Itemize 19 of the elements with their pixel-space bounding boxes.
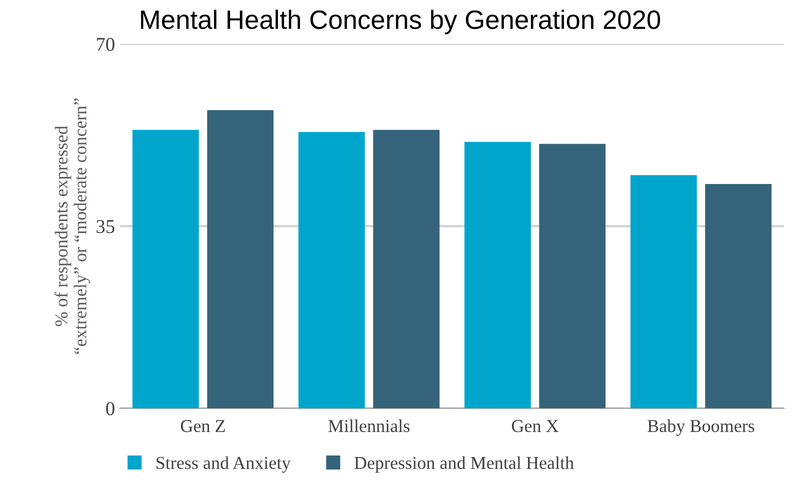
bar: [298, 132, 365, 408]
legend-label: Stress and Anxiety: [156, 456, 291, 473]
bar: [539, 144, 606, 408]
bar: [630, 175, 697, 408]
chart-title: Mental Health Concerns by Generation 2020: [141, 10, 660, 34]
y-tick-label: 35: [96, 220, 114, 234]
bar: [132, 130, 199, 408]
bar: [705, 184, 772, 408]
bar: [464, 142, 531, 408]
x-tick-label: Millennials: [328, 419, 410, 432]
y-tick-label: 0: [106, 402, 114, 416]
y-axis-title: % of respondents expressed “extremely” or “moderate concern”: [54, 98, 90, 354]
x-tick-label: Gen Z: [180, 420, 225, 432]
y-tick-label: 70: [96, 38, 114, 51]
bar: [373, 130, 440, 408]
legend-label: Depression and Mental Health: [354, 456, 574, 473]
x-tick-label: Baby Boomers: [648, 419, 754, 436]
bar: [207, 110, 274, 408]
x-tick-label: Gen X: [512, 420, 558, 432]
